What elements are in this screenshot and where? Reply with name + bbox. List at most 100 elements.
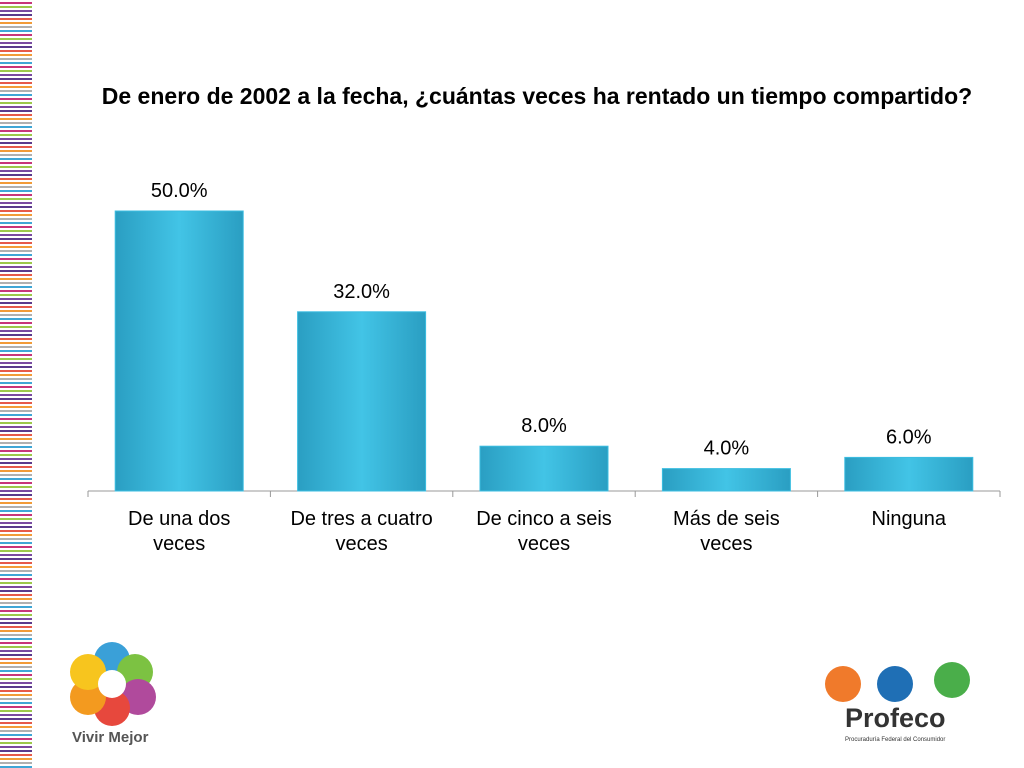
bar	[479, 445, 609, 492]
stripe	[0, 394, 32, 396]
stripe	[0, 14, 32, 16]
stripe	[0, 314, 32, 316]
stripe	[0, 26, 32, 28]
bar	[661, 468, 791, 492]
value-label: 8.0%	[521, 415, 567, 437]
stripe	[0, 42, 32, 44]
stripe	[0, 750, 32, 752]
stripe	[0, 278, 32, 280]
stripe	[0, 482, 32, 484]
x-tick-label: De cinco a seis veces	[476, 508, 612, 555]
stripe	[0, 150, 32, 152]
stripe	[0, 346, 32, 348]
stripe	[0, 22, 32, 24]
stripe	[0, 658, 32, 660]
stripe	[0, 66, 32, 68]
stripe	[0, 530, 32, 532]
stripe	[0, 662, 32, 664]
stripe	[0, 330, 32, 332]
vivir-mejor-icon	[70, 642, 156, 726]
stripe	[0, 102, 32, 104]
stripe	[0, 10, 32, 12]
stripe	[0, 674, 32, 676]
stripe	[0, 142, 32, 144]
x-tick-label: Ninguna	[871, 508, 947, 530]
bar	[114, 210, 244, 492]
stripe	[0, 574, 32, 576]
stripe	[0, 606, 32, 608]
stripe	[0, 754, 32, 756]
stripe	[0, 374, 32, 376]
stripe	[0, 594, 32, 596]
stripe	[0, 634, 32, 636]
stripe	[0, 642, 32, 644]
stripe	[0, 426, 32, 428]
stripe	[0, 190, 32, 192]
logo-text: Vivir Mejor	[72, 729, 149, 746]
stripe	[0, 538, 32, 540]
stripe	[0, 462, 32, 464]
stripe	[0, 186, 32, 188]
stripe	[0, 194, 32, 196]
stripe	[0, 218, 32, 220]
stripe	[0, 474, 32, 476]
stripe	[0, 598, 32, 600]
stripe	[0, 650, 32, 652]
stripe	[0, 334, 32, 336]
stripe	[0, 310, 32, 312]
stripe	[0, 590, 32, 592]
stripe	[0, 514, 32, 516]
stripe	[0, 182, 32, 184]
stripe	[0, 738, 32, 740]
stripe	[0, 438, 32, 440]
stripe	[0, 614, 32, 616]
stripe	[0, 46, 32, 48]
bar	[844, 456, 974, 492]
stripe	[0, 302, 32, 304]
stripe	[0, 414, 32, 416]
stripe	[0, 294, 32, 296]
stripe	[0, 378, 32, 380]
stripe	[0, 550, 32, 552]
profeco-icon	[825, 662, 970, 702]
stripe	[0, 726, 32, 728]
stripe	[0, 526, 32, 528]
stripe	[0, 282, 32, 284]
stripe	[0, 698, 32, 700]
stripe	[0, 126, 32, 128]
stripe	[0, 82, 32, 84]
stripe	[0, 630, 32, 632]
x-tick-label: Más de seis veces	[673, 508, 780, 555]
stripe	[0, 130, 32, 132]
stripe	[0, 578, 32, 580]
stripe	[0, 622, 32, 624]
stripe	[0, 114, 32, 116]
stripe	[0, 398, 32, 400]
value-label: 32.0%	[333, 281, 390, 303]
stripe	[0, 2, 32, 4]
stripe	[0, 638, 32, 640]
stripe	[0, 766, 32, 768]
logo-text: Profeco	[845, 703, 946, 733]
stripe	[0, 506, 32, 508]
stripe	[0, 222, 32, 224]
stripe	[0, 298, 32, 300]
stripe	[0, 582, 32, 584]
stripe	[0, 566, 32, 568]
stripe	[0, 70, 32, 72]
stripe	[0, 74, 32, 76]
stripe	[0, 758, 32, 760]
stripe	[0, 502, 32, 504]
stripe	[0, 362, 32, 364]
stripe	[0, 230, 32, 232]
stripe	[0, 50, 32, 52]
stripe	[0, 742, 32, 744]
stripe	[0, 670, 32, 672]
stripe	[0, 746, 32, 748]
stripe	[0, 206, 32, 208]
stripe	[0, 386, 32, 388]
stripe	[0, 702, 32, 704]
stripe	[0, 546, 32, 548]
